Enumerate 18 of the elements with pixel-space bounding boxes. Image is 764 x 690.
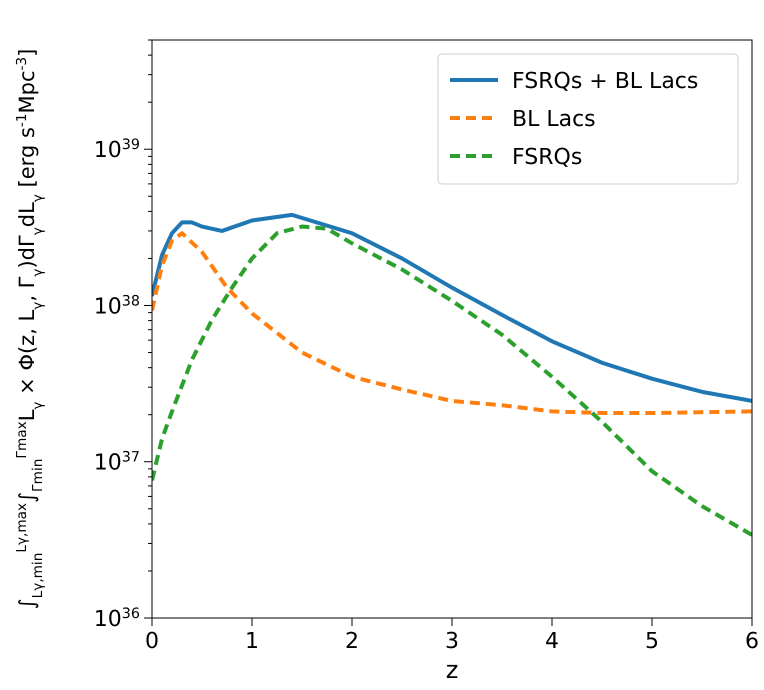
x-tick-label: 5	[645, 629, 659, 654]
y-tick-label: 10$^{36}$	[94, 606, 140, 632]
legend-label: FSRQs + BL Lacs	[512, 69, 698, 94]
x-tick-label: 2	[345, 629, 359, 654]
legend-label: BL Lacs	[512, 107, 596, 132]
legend-label: FSRQs	[512, 145, 582, 170]
x-tick-label: 3	[445, 629, 459, 654]
x-tick-label: 1	[245, 629, 259, 654]
line-series	[152, 224, 752, 537]
y-tick-label: 10$^{38}$	[94, 293, 140, 320]
y-tick-label: 10$^{37}$	[94, 450, 140, 476]
x-tick-label: 0	[145, 629, 159, 654]
x-axis-title: z	[446, 656, 458, 684]
line-series	[152, 212, 752, 403]
y-tick-label: 10$^{39}$	[94, 137, 140, 164]
x-tick-label: 4	[545, 629, 559, 654]
line-series	[152, 231, 752, 416]
x-tick-label: 6	[745, 629, 759, 654]
